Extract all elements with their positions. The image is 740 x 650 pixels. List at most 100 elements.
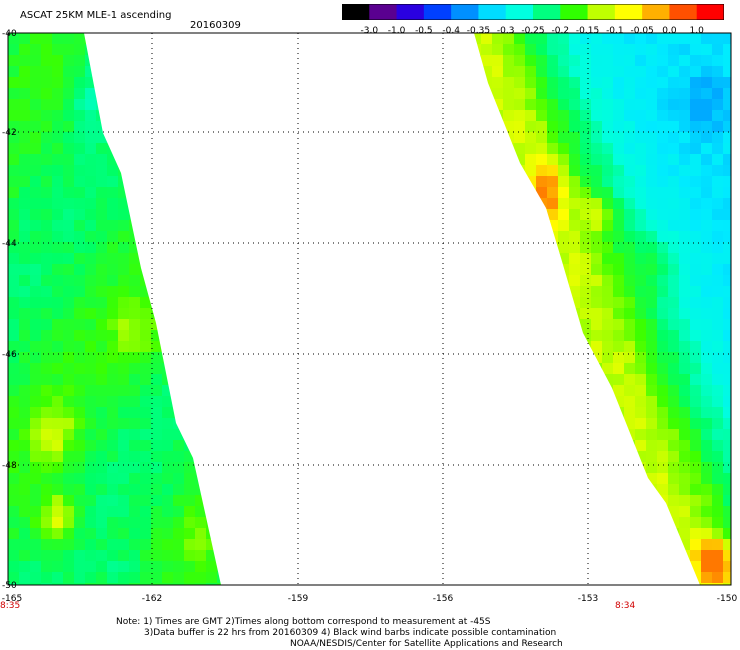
swath-cell (723, 374, 731, 385)
swath-cell (107, 506, 118, 517)
swath-cell (129, 473, 140, 484)
swath-cell (206, 473, 217, 484)
swath-cell (536, 385, 547, 396)
swath-cell (503, 242, 514, 253)
swath-cell (206, 561, 217, 572)
swath-cell (525, 528, 536, 539)
swath-cell (492, 374, 503, 385)
swath-cell (514, 286, 525, 297)
swath-cell (679, 77, 690, 88)
swath-cell (613, 407, 624, 418)
swath-cell (8, 495, 19, 506)
swath-cell (591, 154, 602, 165)
swath-cell (668, 330, 679, 341)
swath-cell (151, 396, 162, 407)
swath-cell (74, 539, 85, 550)
swath-cell (184, 374, 195, 385)
swath-cell (151, 451, 162, 462)
swath-cell (690, 396, 701, 407)
swath-cell (129, 176, 140, 187)
swath-cell (668, 528, 679, 539)
swath-cell (96, 583, 107, 585)
swath-cell (558, 374, 569, 385)
swath-cell (474, 341, 481, 352)
colorbar-tick-label: -0.25 (521, 26, 545, 36)
swath-cell (52, 154, 63, 165)
swath-cell (525, 176, 536, 187)
swath-cell (646, 176, 657, 187)
swath-cell (96, 286, 107, 297)
swath-cell (19, 121, 30, 132)
swath-cell (635, 44, 646, 55)
swath-cell (96, 253, 107, 264)
swath-cell (613, 308, 624, 319)
swath-cell (525, 539, 536, 550)
swath-cell (668, 275, 679, 286)
swath-cell (657, 121, 668, 132)
swath-cell (118, 385, 129, 396)
swath-cell (514, 495, 525, 506)
swath-cell (140, 275, 151, 286)
swath-cell (173, 165, 184, 176)
swath-cell (41, 561, 52, 572)
swath-cell (547, 473, 558, 484)
swath-cell (547, 143, 558, 154)
swath-cell (184, 319, 195, 330)
swath-cell (217, 583, 221, 585)
swath-cell (712, 451, 723, 462)
swath-cell (118, 143, 129, 154)
swath-cell (657, 352, 668, 363)
swath-cell (536, 33, 547, 44)
swath-cell (74, 451, 85, 462)
swath-cell (569, 220, 580, 231)
swath-cell (657, 286, 668, 297)
swath-cell (8, 341, 19, 352)
swath-cell (690, 187, 701, 198)
swath-cell (646, 561, 657, 572)
swath-cell (635, 484, 646, 495)
swath-cell (85, 451, 96, 462)
swath-cell (558, 550, 569, 561)
swath-cell (613, 154, 624, 165)
swath-cell (635, 33, 646, 44)
swath-cell (19, 561, 30, 572)
swath-cell (657, 396, 668, 407)
swath-cell (474, 154, 481, 165)
swath-cell (129, 396, 140, 407)
swath-cell (8, 165, 19, 176)
swath-cell (701, 55, 712, 66)
swath-cell (547, 385, 558, 396)
swath-cell (580, 418, 591, 429)
swath-cell (195, 198, 206, 209)
swath-cell (580, 209, 591, 220)
swath-cell (173, 363, 184, 374)
swath-cell (129, 385, 140, 396)
swath-cell (569, 187, 580, 198)
swath-cell (140, 264, 151, 275)
swath-cell (668, 143, 679, 154)
swath-cell (173, 319, 184, 330)
swath-cell (536, 99, 547, 110)
swath-cell (547, 550, 558, 561)
swath-cell (481, 385, 492, 396)
swath-cell (536, 220, 547, 231)
swath-cell (85, 429, 96, 440)
swath-cell (8, 33, 19, 44)
swath-cell (52, 396, 63, 407)
swath-cell (580, 572, 591, 583)
swath-cell (525, 154, 536, 165)
swath-cell (8, 352, 19, 363)
swath-cell (129, 121, 140, 132)
swath-cell (140, 385, 151, 396)
swath-cell (30, 187, 41, 198)
swath-cell (723, 429, 731, 440)
swath-cell (514, 528, 525, 539)
swath-cell (558, 110, 569, 121)
swath-cell (474, 264, 481, 275)
swath-cell (679, 374, 690, 385)
swath-cell (206, 231, 217, 242)
swath-cell (151, 231, 162, 242)
swath-cell (690, 517, 701, 528)
swath-cell (162, 198, 173, 209)
swath-cell (19, 451, 30, 462)
